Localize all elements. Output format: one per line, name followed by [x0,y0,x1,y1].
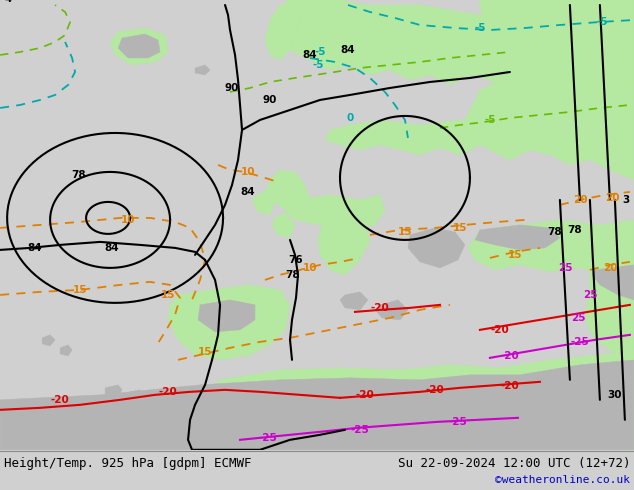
Text: -5: -5 [313,60,324,70]
Polygon shape [252,188,275,215]
Polygon shape [268,170,310,215]
Polygon shape [340,5,480,55]
Text: 20: 20 [603,263,617,273]
Text: 25: 25 [583,290,597,300]
Polygon shape [325,118,570,155]
Text: ©weatheronline.co.uk: ©weatheronline.co.uk [495,475,630,485]
Text: -20: -20 [501,351,519,361]
Text: 25: 25 [571,313,585,323]
Polygon shape [60,345,72,356]
Polygon shape [198,300,255,332]
Text: 84: 84 [28,243,42,253]
Polygon shape [460,0,634,180]
Polygon shape [105,385,122,396]
Text: 78: 78 [567,225,582,235]
Polygon shape [585,265,634,360]
Text: -5: -5 [484,115,496,125]
Text: 15: 15 [453,223,467,233]
Text: 10: 10 [303,263,317,273]
Text: -5: -5 [314,47,326,57]
Polygon shape [468,220,634,275]
Text: 15: 15 [198,347,212,357]
Text: 90: 90 [263,95,277,105]
Polygon shape [475,225,560,250]
Text: -25: -25 [571,337,589,347]
Text: 84: 84 [241,187,256,197]
Text: 84: 84 [105,243,119,253]
Text: -5: -5 [596,17,607,27]
Text: 0: 0 [346,113,354,123]
Text: 4: 4 [4,0,11,4]
Polygon shape [408,228,465,268]
Text: 78: 78 [286,270,301,280]
Polygon shape [130,390,143,400]
Polygon shape [0,360,634,450]
Text: -20: -20 [371,303,389,313]
Polygon shape [272,212,295,238]
Text: 20: 20 [605,193,619,203]
Polygon shape [110,28,168,65]
Polygon shape [290,0,634,90]
Polygon shape [118,34,160,58]
Text: -20: -20 [501,381,519,391]
Text: 15: 15 [508,250,522,260]
Text: -20: -20 [158,387,178,397]
Text: 20: 20 [573,195,587,205]
Text: -25: -25 [449,417,467,427]
Text: 84: 84 [302,50,317,60]
Text: -25: -25 [351,425,370,435]
Text: 10: 10 [121,215,135,225]
Text: 10: 10 [241,167,256,177]
Text: Height/Temp. 925 hPa [gdpm] ECMWF: Height/Temp. 925 hPa [gdpm] ECMWF [4,457,252,470]
Text: -20: -20 [51,395,70,405]
Text: 30: 30 [607,390,622,400]
Polygon shape [340,292,368,310]
Polygon shape [42,335,55,346]
Text: -20: -20 [491,325,509,335]
Text: -5: -5 [474,23,486,33]
Text: 84: 84 [340,45,355,55]
Polygon shape [168,285,290,360]
Polygon shape [592,265,634,300]
Text: 15: 15 [73,285,87,295]
Text: 78: 78 [548,227,562,237]
Text: 15: 15 [398,227,412,237]
Polygon shape [285,195,385,230]
Polygon shape [375,300,408,320]
Text: 78: 78 [71,170,86,180]
Text: 3: 3 [622,195,630,205]
Text: -20: -20 [425,385,444,395]
Polygon shape [318,215,370,275]
Polygon shape [195,65,210,75]
Text: -20: -20 [356,390,374,400]
Text: 15: 15 [161,290,176,300]
Text: Su 22-09-2024 12:00 UTC (12+72): Su 22-09-2024 12:00 UTC (12+72) [398,457,630,470]
Polygon shape [0,350,634,450]
Text: 25: 25 [558,263,572,273]
Text: 90: 90 [225,83,239,93]
Polygon shape [265,0,310,60]
Text: -25: -25 [259,433,278,443]
Text: 76: 76 [288,255,303,265]
